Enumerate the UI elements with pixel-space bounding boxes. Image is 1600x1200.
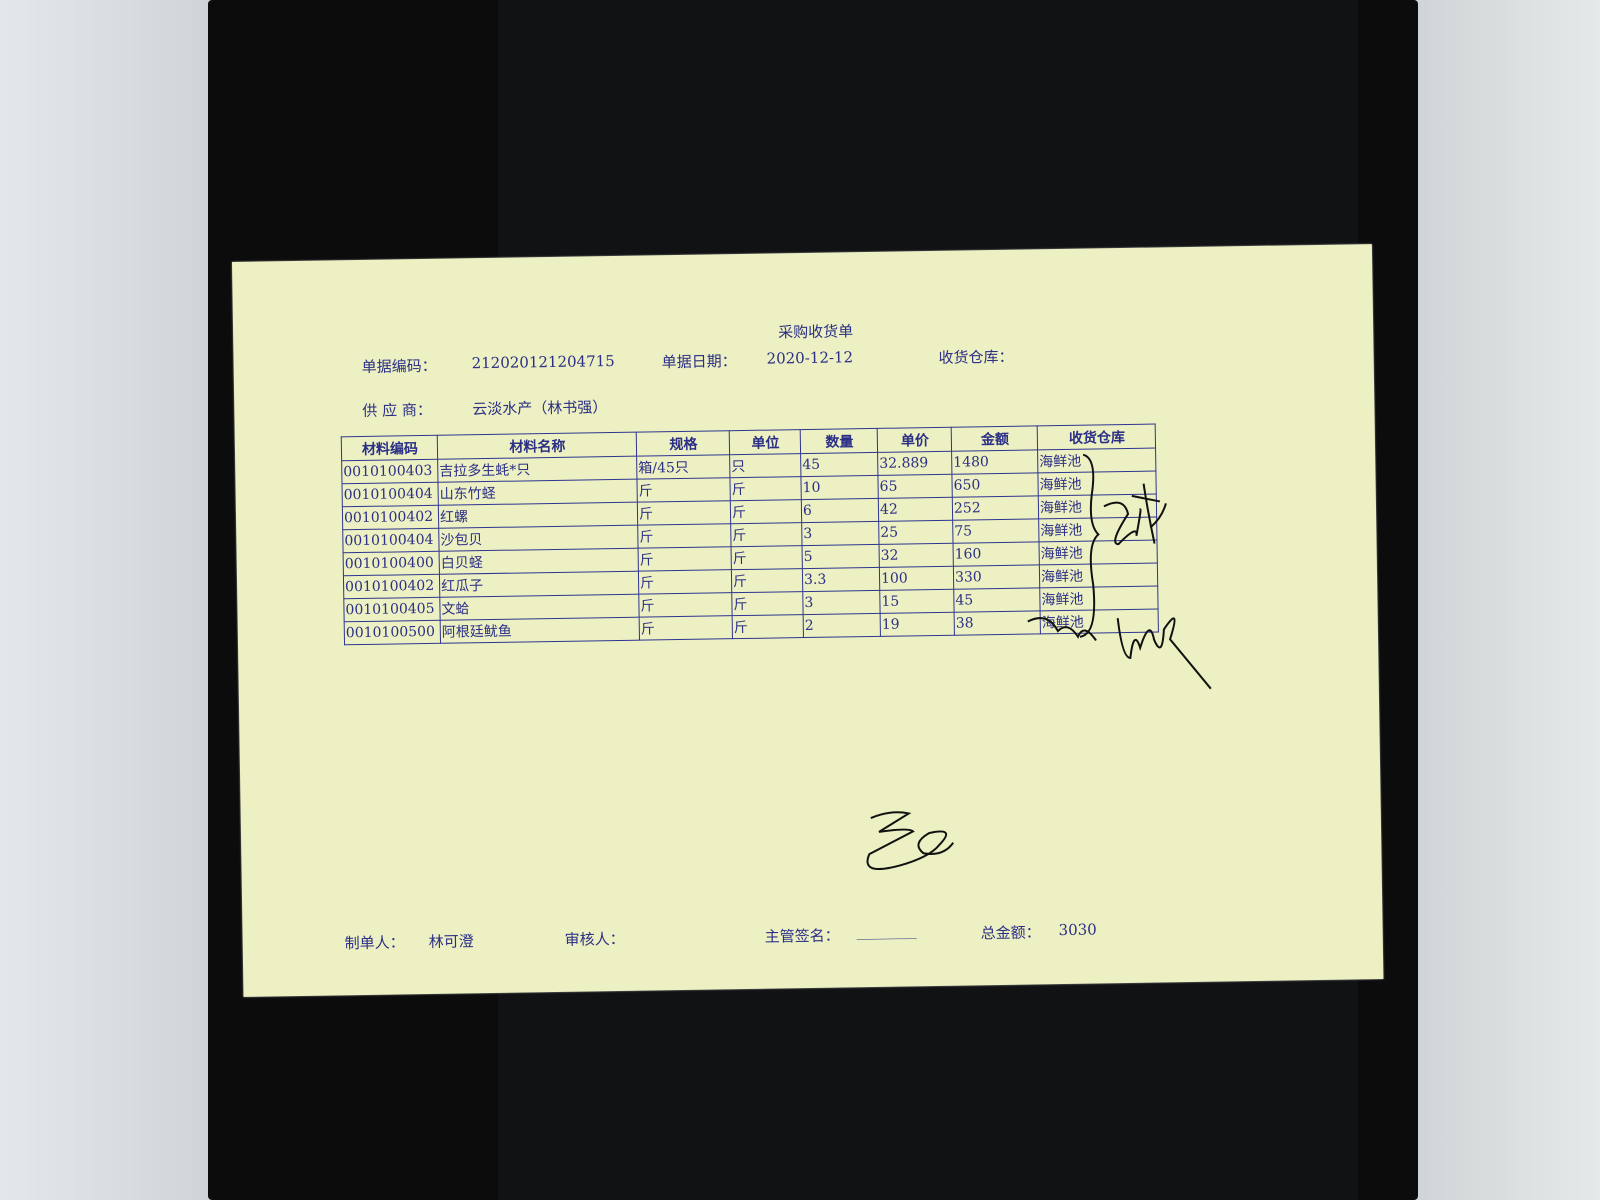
- table-cell: 0010100403: [341, 459, 438, 484]
- table-cell: 红螺: [438, 502, 638, 529]
- document-title: 采购收货单: [778, 322, 854, 342]
- table-cell: 文蛤: [439, 594, 640, 621]
- table-cell: 箱/45只: [636, 454, 730, 480]
- table-cell: 海鲜池: [1038, 540, 1158, 565]
- table-cell: 42: [878, 497, 953, 522]
- table-cell: 45: [953, 587, 1041, 613]
- table-cell: 斤: [639, 615, 733, 641]
- supplier: 云淡水产（林书强）: [472, 398, 608, 419]
- table-cell: 1480: [951, 449, 1038, 475]
- col-header: 金额: [951, 425, 1038, 452]
- table-cell: 330: [953, 564, 1040, 590]
- doc-no-label: 单据编码：: [361, 356, 437, 376]
- maker: 林可澄: [428, 932, 474, 951]
- supplier-label: 供 应 商：: [362, 400, 433, 420]
- warehouse-label: 收货仓库：: [938, 347, 1014, 367]
- total-label: 总金额：: [980, 923, 1041, 943]
- table-cell: 海鲜池: [1040, 608, 1159, 634]
- date-label: 单据日期：: [661, 352, 737, 372]
- table-cell: 25: [878, 520, 954, 545]
- maker-label: 制单人：: [344, 933, 405, 953]
- table-cell: 白贝蛏: [439, 548, 639, 575]
- table-cell: 斤: [731, 591, 804, 616]
- table-cell: 650: [951, 472, 1039, 498]
- table-cell: 斤: [731, 545, 803, 570]
- table-cell: 38: [954, 610, 1041, 636]
- table-cell: 0010100402: [342, 505, 439, 530]
- table-cell: 海鲜池: [1039, 563, 1158, 588]
- table-cell: 0010100400: [343, 551, 440, 576]
- table-cell: 海鲜池: [1038, 517, 1157, 542]
- col-header: 单价: [877, 427, 952, 453]
- table-cell: 海鲜池: [1037, 448, 1156, 473]
- table-cell: 252: [952, 495, 1039, 521]
- table-cell: 0010100404: [342, 528, 440, 553]
- table-cell: 海鲜池: [1038, 494, 1157, 519]
- table-cell: 2: [803, 613, 881, 638]
- table-cell: 斤: [731, 568, 803, 593]
- col-header: 数量: [800, 428, 878, 454]
- table-cell: 斤: [732, 614, 804, 639]
- supervisor-blank: ________: [856, 921, 917, 941]
- background-right: [1415, 0, 1600, 1200]
- table-cell: 0010100402: [343, 574, 440, 599]
- table-cell: 斤: [636, 477, 731, 503]
- table-cell: 0010100500: [344, 620, 441, 645]
- table-cell: 斤: [730, 499, 802, 524]
- table-cell: 100: [879, 566, 954, 591]
- table-cell: 10: [800, 475, 879, 500]
- background-left: [0, 0, 210, 1200]
- table-cell: 32: [879, 543, 954, 568]
- table-cell: 65: [877, 474, 953, 499]
- table-cell: 海鲜池: [1037, 471, 1157, 496]
- table-cell: 5: [802, 544, 880, 569]
- col-header: 材料名称: [437, 432, 637, 460]
- table-cell: 斤: [729, 476, 802, 501]
- table-cell: 海鲜池: [1039, 585, 1159, 611]
- table-cell: 沙包贝: [438, 525, 639, 552]
- table-cell: 45: [800, 452, 878, 477]
- table-cell: 0010100404: [341, 482, 439, 507]
- table-cell: 斤: [638, 569, 732, 595]
- items-table: 材料编码 材料名称 规格 单位 数量 单价 金额 收货仓库 0010100403…: [341, 424, 1159, 646]
- table-cell: 3.3: [802, 567, 880, 592]
- table-cell: 斤: [730, 522, 803, 547]
- supervisor-label: 主管签名：: [764, 926, 840, 946]
- table-cell: 19: [880, 612, 955, 637]
- table-cell: 160: [953, 541, 1040, 567]
- col-header: 材料编码: [341, 435, 438, 461]
- table-cell: 3: [801, 521, 880, 546]
- col-header: 规格: [636, 430, 730, 457]
- col-header: 单位: [729, 429, 801, 455]
- table-cell: 只: [729, 453, 801, 478]
- table-cell: 阿根廷鱿鱼: [440, 617, 640, 644]
- table-cell: 斤: [638, 592, 733, 618]
- total: 3030: [1058, 920, 1097, 940]
- table-cell: 斤: [638, 546, 732, 572]
- table-cell: 32.889: [877, 451, 952, 476]
- col-header: 收货仓库: [1037, 424, 1156, 450]
- date: 2020-12-12: [766, 348, 854, 368]
- table-cell: 3: [802, 590, 881, 615]
- table-cell: 15: [879, 589, 955, 614]
- table-cell: 吉拉多生蚝*只: [437, 456, 637, 483]
- table-cell: 红瓜子: [439, 571, 639, 598]
- table-cell: 斤: [637, 523, 732, 549]
- table-cell: 斤: [637, 500, 731, 526]
- doc-no: 212020121204715: [471, 352, 615, 373]
- table-cell: 6: [801, 498, 879, 523]
- receipt-paper: 采购收货单 单据编码： 212020121204715 单据日期： 2020-1…: [232, 244, 1384, 997]
- signature-bottom: [866, 811, 955, 870]
- table-cell: 山东竹蛏: [437, 479, 638, 506]
- table-cell: 75: [952, 518, 1039, 544]
- table-cell: 0010100405: [343, 597, 441, 622]
- reviewer-label: 审核人：: [564, 929, 625, 949]
